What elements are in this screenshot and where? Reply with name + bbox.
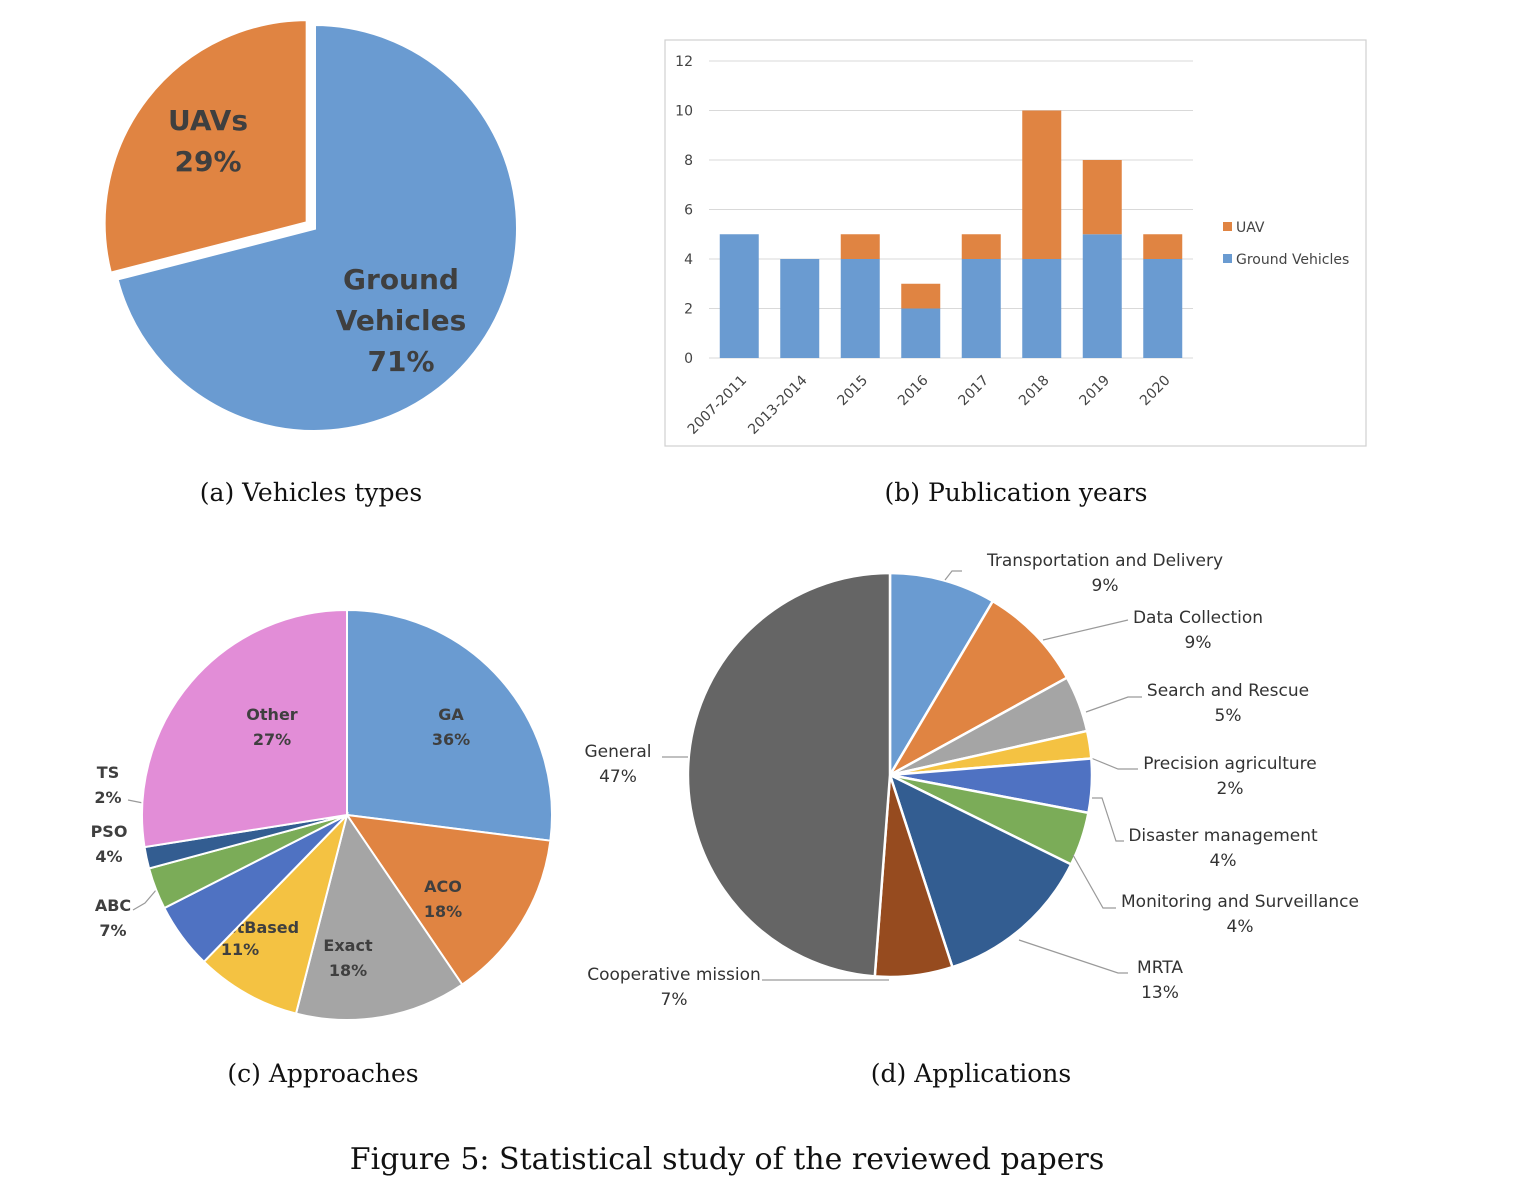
slice-aco	[344, 813, 552, 986]
slice-label-transportation-and-delivery: Transportation and Delivery 9%	[986, 551, 1223, 596]
slice-label-other: Other 27%	[246, 705, 297, 749]
legend-label-uav: UAV	[1236, 220, 1265, 236]
slice-data-collection	[886, 599, 1069, 779]
caption-c: (c) Approaches	[227, 1059, 419, 1088]
slice-general	[686, 571, 892, 978]
bar-ground-vehicles-2017	[961, 259, 1001, 358]
slice-transportation-and-delivery	[888, 571, 995, 780]
leader-line-precision-agriculture	[1090, 757, 1138, 770]
bar-uav-2017	[961, 234, 1001, 259]
slice-label-monitoring-and-surveillance: Monitoring and Surveillance 4%	[1121, 892, 1359, 937]
slice-label-ts: TS 2%	[94, 763, 121, 807]
slice-label-cooperative-mission: Cooperative mission 7%	[587, 965, 761, 1010]
bar-ground-vehicles-2020	[1143, 259, 1183, 358]
slice-label-uavs: UAVs 29%	[168, 104, 248, 178]
slice-mrta	[887, 772, 1073, 969]
slice-ground-vehicles	[113, 21, 520, 434]
figure-caption: Figure 5: Statistical study of the revie…	[349, 1142, 1105, 1177]
y-tick-label: 10	[675, 104, 693, 120]
bar-uav-2015	[840, 234, 880, 259]
leader-line-search-and-rescue	[1085, 696, 1142, 713]
slice-label-mrta: MRTA 13%	[1137, 958, 1183, 1003]
slice-label-pso: PSO 4%	[91, 822, 128, 866]
y-tick-label: 6	[684, 203, 693, 219]
bar-uav-2020	[1143, 234, 1183, 259]
leader-line-disaster-management	[1092, 797, 1124, 842]
approaches-pie-chart: GA 36%ACO 18%Exact 18%MarketBased 11%ABC 7%PS…	[91, 608, 553, 1021]
caption-b: (b) Publication years	[884, 478, 1148, 507]
bar-uav-2019	[1082, 160, 1122, 235]
slice-exact	[294, 812, 464, 1021]
slice-label-data-collection: Data Collection 9%	[1133, 608, 1263, 653]
legend: UAV Ground Vehicles	[1223, 220, 1349, 268]
leader-line-ts	[127, 799, 144, 804]
bar-ground-vehicles-2015	[840, 259, 880, 358]
leader-line-data-collection	[1042, 619, 1129, 641]
legend-swatch-uav	[1223, 222, 1232, 231]
slice-label-abc: ABC 7%	[95, 896, 131, 940]
slice-label-general: General 47%	[585, 742, 652, 787]
y-tick-label: 12	[675, 54, 693, 70]
bar-ground-vehicles-2007-2011	[719, 234, 759, 358]
slice-label-disaster-management: Disaster management 4%	[1128, 826, 1318, 871]
legend-swatch-ground-vehicles	[1223, 254, 1232, 263]
slice-uavs	[101, 17, 310, 277]
slice-label-search-and-rescue: Search and Rescue 5%	[1147, 681, 1309, 726]
caption-d: (d) Applications	[870, 1059, 1072, 1088]
slice-label-aco: ACO 18%	[424, 877, 462, 921]
legend-label-ground-vehicles: Ground Vehicles	[1236, 252, 1349, 268]
slice-marketbased	[202, 811, 349, 1015]
bar-ground-vehicles-2016	[901, 308, 941, 358]
slice-other	[141, 608, 348, 849]
bar-chart-frame	[664, 39, 1367, 447]
bar-uav-2018	[1022, 110, 1062, 259]
leader-line-abc	[132, 888, 158, 911]
y-tick-label: 8	[684, 153, 693, 169]
leader-line-transportation-and-delivery	[944, 570, 962, 581]
vehicles-pie-chart: Ground Vehicles 71% UAVs 29%	[101, 17, 520, 434]
leader-line-mrta	[1018, 939, 1128, 974]
y-tick-label: 2	[684, 302, 693, 318]
slice-label-ga: GA 36%	[432, 705, 470, 749]
y-tick-label: 4	[684, 252, 693, 268]
bar-ground-vehicles-2018	[1022, 259, 1062, 358]
bar-uav-2016	[901, 283, 941, 309]
bar-ground-vehicles-2019	[1082, 234, 1122, 358]
slice-ga	[346, 608, 553, 842]
slice-label-exact: Exact 18%	[323, 936, 373, 980]
caption-a: (a) Vehicles types	[199, 478, 423, 507]
y-tick-label: 0	[684, 351, 693, 367]
slice-label-precision-agriculture: Precision agriculture 2%	[1143, 754, 1317, 799]
leader-line-monitoring-and-surveillance	[1072, 854, 1116, 909]
slice-label-ground-vehicles: Ground Vehicles 71%	[336, 263, 467, 378]
applications-pie-chart: Transportation and Delivery 9% Data Collec…	[585, 551, 1359, 1010]
bar-ground-vehicles-2013-2014	[780, 259, 820, 358]
